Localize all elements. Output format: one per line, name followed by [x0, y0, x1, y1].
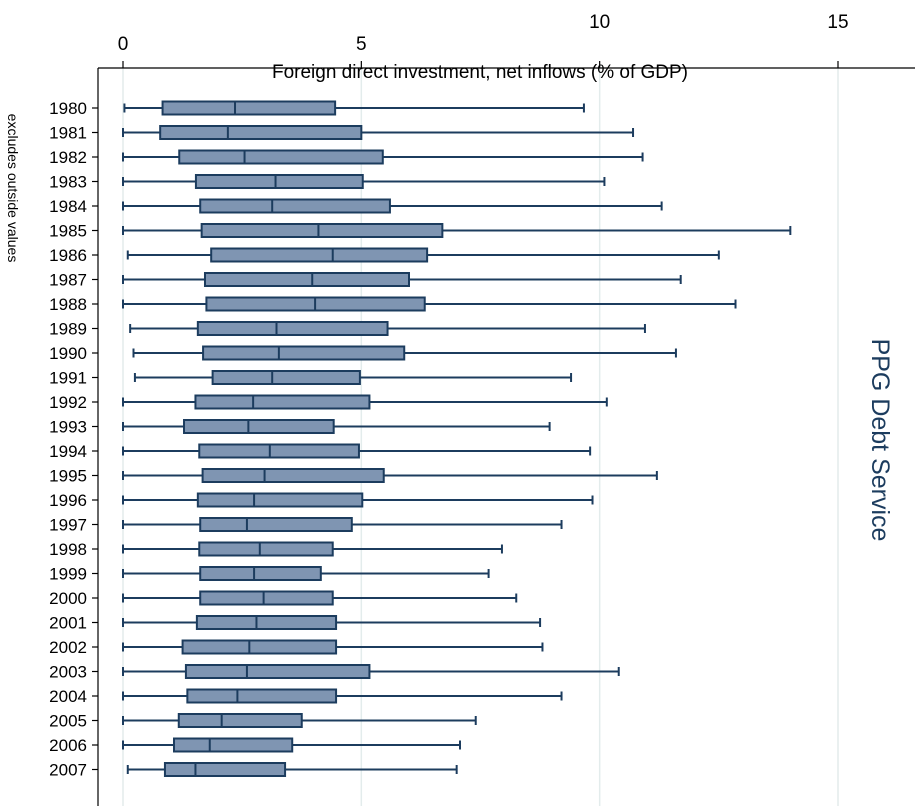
box-1992 — [122, 394, 608, 410]
boxes — [122, 100, 792, 777]
iqr-box-2003 — [184, 664, 371, 679]
box-2001 — [122, 615, 542, 630]
y-tick-label-2001: 2001 — [49, 614, 87, 633]
y-tick-label-2002: 2002 — [49, 638, 87, 657]
x-tick-label-5: 5 — [356, 34, 367, 55]
y-tick-label-1982: 1982 — [49, 148, 87, 167]
y-tick-label-1986: 1986 — [49, 246, 87, 265]
y-tick-label-2005: 2005 — [49, 712, 87, 731]
y-tick-label-1981: 1981 — [49, 124, 87, 143]
iqr-box-1993 — [183, 419, 335, 434]
iqr-box-1982 — [178, 149, 384, 165]
box-2003 — [122, 664, 620, 679]
iqr-box-1985 — [200, 223, 444, 238]
box-1981 — [122, 125, 635, 140]
y-tick-label-1990: 1990 — [49, 344, 87, 363]
box-1997 — [122, 517, 563, 532]
x-tick-label-10: 10 — [589, 12, 610, 33]
box-1985 — [122, 223, 792, 238]
y-tick-label-1989: 1989 — [49, 320, 87, 339]
y-tick-label-1994: 1994 — [49, 442, 87, 461]
x-axis: 0 5 10 15 — [118, 12, 849, 68]
iqr-box-1999 — [199, 566, 322, 581]
y-tick-label-2003: 2003 — [49, 663, 87, 682]
y-tick-label-2004: 2004 — [49, 687, 87, 706]
y-tick-label-1983: 1983 — [49, 173, 87, 192]
iqr-box-1991 — [211, 370, 361, 385]
y-tick-label-1991: 1991 — [49, 369, 87, 388]
box-1988 — [122, 296, 737, 312]
y-tick-label-1987: 1987 — [49, 271, 87, 290]
y-tick-label-1988: 1988 — [49, 295, 87, 314]
box-1993 — [122, 419, 551, 434]
iqr-box-2006 — [173, 737, 294, 753]
y-tick-label-1997: 1997 — [49, 516, 87, 535]
x-tick-label-0: 0 — [118, 34, 129, 55]
iqr-box-2001 — [195, 615, 338, 630]
y-tick-label-1995: 1995 — [49, 467, 87, 486]
box-1983 — [122, 174, 606, 189]
iqr-box-1990 — [202, 345, 406, 361]
y-tick-label-1993: 1993 — [49, 418, 87, 437]
gridlines — [122, 68, 839, 806]
box-1989 — [129, 321, 646, 336]
box-2004 — [122, 688, 563, 704]
iqr-box-1995 — [201, 468, 385, 483]
iqr-box-2005 — [177, 713, 303, 728]
box-2006 — [122, 737, 462, 753]
y-tick-label-2006: 2006 — [49, 736, 87, 755]
iqr-box-1980 — [161, 100, 337, 116]
y-tick-label-1996: 1996 — [49, 491, 87, 510]
iqr-box-1989 — [196, 321, 389, 336]
box-2002 — [122, 639, 544, 655]
iqr-box-1994 — [198, 443, 360, 459]
box-1995 — [122, 468, 658, 483]
box-1990 — [132, 345, 677, 361]
iqr-box-1983 — [194, 174, 364, 189]
iqr-box-1992 — [194, 394, 371, 410]
iqr-box-1987 — [203, 272, 410, 287]
iqr-box-1984 — [199, 198, 391, 214]
y-tick-label-1985: 1985 — [49, 222, 87, 241]
iqr-box-2004 — [186, 688, 338, 704]
box-1982 — [122, 149, 644, 165]
box-2000 — [122, 590, 518, 606]
box-1986 — [126, 247, 720, 263]
iqr-box-1997 — [199, 517, 353, 532]
iqr-box-1998 — [198, 541, 334, 557]
side-note: excludes outside values — [5, 114, 21, 263]
y-tick-label-1984: 1984 — [49, 197, 87, 216]
y-tick-label-2007: 2007 — [49, 761, 87, 780]
box-2005 — [122, 713, 477, 728]
y-tick-label-1999: 1999 — [49, 565, 87, 584]
iqr-box-1986 — [210, 247, 429, 263]
box-1980 — [123, 100, 585, 116]
box-1998 — [122, 541, 503, 557]
box-2007 — [126, 762, 458, 777]
y-axis-categories: 1980 1981 1982 1983 1984 1985 1986 1987 1988 1989… — [49, 99, 98, 780]
x-axis-title: Foreign direct investment, net inflows (… — [272, 62, 688, 83]
iqr-box-1996 — [196, 492, 364, 508]
y-tick-label-1998: 1998 — [49, 540, 87, 559]
iqr-box-2002 — [181, 639, 338, 655]
x-tick-label-15: 15 — [827, 12, 848, 33]
iqr-box-2000 — [199, 590, 334, 606]
plot-frame — [97, 67, 915, 806]
box-1991 — [133, 370, 573, 385]
box-1994 — [122, 443, 592, 459]
box-1984 — [122, 198, 663, 214]
y-tick-label-1992: 1992 — [49, 393, 87, 412]
box-1987 — [122, 272, 682, 287]
iqr-box-1981 — [159, 125, 363, 140]
box-1996 — [122, 492, 594, 508]
y-tick-label-1980: 1980 — [49, 99, 87, 118]
iqr-box-2007 — [163, 762, 287, 777]
box-1999 — [122, 566, 490, 581]
y-tick-label-2000: 2000 — [49, 589, 87, 608]
panel-title: PPG Debt Service — [866, 339, 894, 542]
